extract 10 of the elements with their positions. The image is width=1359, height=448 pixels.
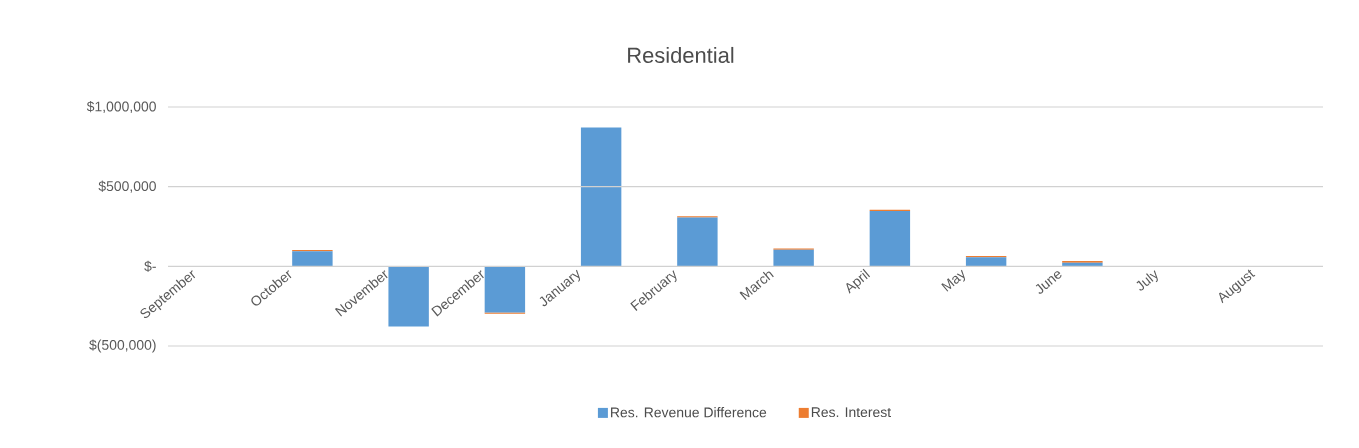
x-tick-label: May (941, 269, 965, 292)
legend-label: Res. Interest (811, 407, 892, 418)
y-tick-label: $500,000 (98, 180, 156, 193)
y-tick-label: $1,000,000 (86, 100, 156, 114)
chart-title: Residential (628, 46, 734, 64)
x-tick-label: July (1136, 270, 1158, 291)
y-tick-label: $- (144, 260, 156, 272)
legend-label: Res. Revenue Difference (611, 407, 767, 418)
y-tick-label: $(500,000) (89, 339, 156, 353)
x-tick-label: June (1035, 271, 1062, 294)
